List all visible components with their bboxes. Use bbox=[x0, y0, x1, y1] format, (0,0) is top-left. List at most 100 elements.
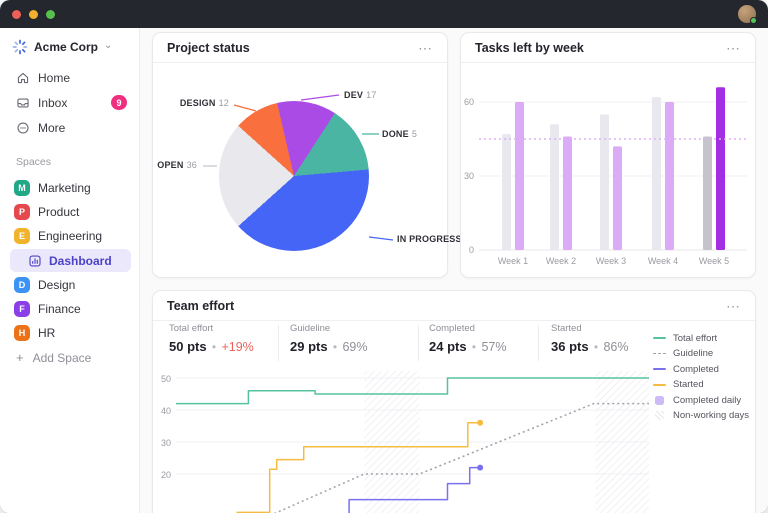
stat-separator: • bbox=[468, 340, 480, 354]
svg-text:Week 1: Week 1 bbox=[498, 256, 528, 266]
stat-label: Completed bbox=[429, 323, 475, 334]
project-status-pie-chart bbox=[219, 101, 369, 251]
sidebar-item-finance[interactable]: F Finance bbox=[0, 297, 139, 321]
more-icon bbox=[17, 121, 29, 134]
sidebar-item-more[interactable]: More bbox=[0, 115, 139, 140]
stats-divider bbox=[418, 325, 419, 361]
stat-secondary: 57% bbox=[481, 340, 507, 354]
legend-label: Total effort bbox=[673, 332, 718, 344]
sidebar-item-dashboard[interactable]: Dashboard bbox=[10, 249, 131, 272]
space-badge-hr: H bbox=[14, 325, 30, 341]
pie-label-design: DESIGN 12 bbox=[179, 98, 229, 108]
sidebar-item-marketing[interactable]: M Marketing bbox=[0, 176, 139, 200]
inbox-icon bbox=[17, 97, 29, 108]
space-label: Product bbox=[38, 205, 80, 219]
dashboard-icon bbox=[29, 254, 41, 267]
legend-item-non-working-days: Non-working days bbox=[653, 410, 753, 421]
space-label: Engineering bbox=[38, 229, 103, 243]
sidebar-item-product[interactable]: P Product bbox=[0, 200, 139, 224]
space-badge-engineering: E bbox=[14, 228, 30, 244]
legend-label: Completed daily bbox=[673, 394, 742, 406]
legend-label: Started bbox=[673, 379, 704, 390]
add-space-button[interactable]: + Add Space bbox=[0, 345, 139, 370]
tasks-left-bar-chart: 0 30 60 Week 1 Week 2 Week 3 Week 4 Week 5 bbox=[464, 87, 747, 266]
tasks-left-card: Tasks left by week ⋯ 0 30 60 Week 1 Week 2 We… bbox=[460, 32, 756, 278]
user-avatar[interactable] bbox=[738, 5, 757, 24]
minimize-button[interactable] bbox=[29, 9, 38, 19]
stat-secondary: +19% bbox=[221, 340, 254, 354]
legend-swatch-dash bbox=[653, 353, 666, 354]
stat-label: Guideline bbox=[290, 323, 331, 334]
pie-label-open: OPEN 36 bbox=[157, 160, 197, 170]
workspace-logo-icon bbox=[12, 39, 28, 55]
legend-label: Completed bbox=[673, 363, 719, 375]
sidebar-item-inbox[interactable]: Inbox 9 bbox=[0, 90, 139, 115]
close-button[interactable] bbox=[12, 9, 21, 19]
legend-item-completed: Completed bbox=[653, 363, 753, 375]
project-status-card: Project status ⋯ DEV 17 DONE 5 bbox=[152, 32, 470, 278]
stat-started: Started 36 pts • 86% bbox=[551, 323, 628, 354]
space-badge-finance: F bbox=[14, 301, 30, 317]
workspace-switcher[interactable]: Acme Corp ⌄ bbox=[0, 35, 139, 65]
legend-item-started: Started bbox=[653, 379, 753, 390]
y-tick-label: 50 bbox=[160, 374, 171, 384]
stat-value: 50 pts • +19% bbox=[169, 339, 254, 354]
svg-text:Week 4: Week 4 bbox=[648, 256, 678, 266]
sidebar-item-label: Inbox bbox=[38, 95, 68, 110]
pie-label-dev: DEV 17 bbox=[344, 90, 377, 100]
sidebar-item-design[interactable]: D Design bbox=[0, 273, 139, 297]
legend-item-total-effort: Total effort bbox=[653, 332, 753, 344]
legend-swatch-line bbox=[653, 368, 666, 370]
team-effort-line-chart bbox=[176, 371, 649, 513]
svg-text:Week 3: Week 3 bbox=[596, 256, 626, 266]
stat-total-effort: Total effort 50 pts • +19% bbox=[169, 323, 254, 354]
space-badge-design: D bbox=[14, 277, 30, 293]
sidebar-item-home[interactable]: Home bbox=[0, 65, 139, 90]
pie-leader-lines bbox=[203, 94, 394, 241]
card-menu-icon[interactable]: ⋯ bbox=[726, 39, 741, 56]
window-titlebar bbox=[0, 0, 768, 28]
space-label: Marketing bbox=[38, 181, 91, 195]
y-tick-label: 30 bbox=[160, 438, 171, 448]
stat-value: 24 pts • 57% bbox=[429, 339, 507, 354]
sidebar-item-label: Home bbox=[38, 70, 71, 85]
child-label: Dashboard bbox=[49, 253, 112, 268]
card-menu-icon[interactable]: ⋯ bbox=[418, 39, 433, 56]
legend-item-guideline: Guideline bbox=[653, 348, 753, 359]
svg-text:Week 5: Week 5 bbox=[699, 256, 729, 266]
dashboard-main: Project status ⋯ DEV 17 DONE 5 bbox=[140, 28, 768, 513]
workspace-name: Acme Corp bbox=[34, 40, 99, 54]
stats-divider bbox=[278, 325, 279, 361]
sidebar-item-label: More bbox=[38, 120, 66, 135]
stat-secondary: 86% bbox=[603, 340, 629, 354]
team-effort-legend: Total effort Guideline Completed Started Com… bbox=[653, 333, 753, 426]
stat-value: 29 pts • 69% bbox=[290, 339, 368, 354]
project-status-title: Project status bbox=[167, 40, 250, 55]
home-icon bbox=[17, 72, 29, 83]
svg-text:30: 30 bbox=[464, 171, 474, 181]
stat-completed: Completed 24 pts • 57% bbox=[429, 323, 506, 354]
sidebar-item-hr[interactable]: H HR bbox=[0, 321, 139, 345]
legend-swatch-square bbox=[653, 395, 666, 405]
window-controls bbox=[12, 9, 55, 19]
team-effort-title: Team effort bbox=[167, 298, 235, 313]
legend-label: Guideline bbox=[673, 348, 714, 359]
space-badge-marketing: M bbox=[14, 180, 30, 196]
legend-swatch-line bbox=[653, 383, 666, 386]
y-tick-label: 40 bbox=[160, 406, 171, 416]
legend-swatch-hatch bbox=[653, 411, 666, 420]
team-effort-card: Team effort ⋯ Total effort 50 pts • +19% G… bbox=[152, 290, 756, 513]
stat-label: Started bbox=[551, 323, 582, 334]
sidebar-item-engineering[interactable]: E Engineering bbox=[0, 224, 139, 248]
inbox-badge: 9 bbox=[111, 95, 127, 110]
sidebar-nav: Home Inbox 9 More bbox=[0, 65, 139, 140]
svg-text:Week 2: Week 2 bbox=[546, 256, 576, 266]
legend-swatch-line bbox=[653, 337, 666, 339]
space-label: HR bbox=[38, 326, 56, 340]
pie-label-in-progress: IN PROGRESS5 bbox=[397, 234, 470, 244]
legend-label: Non-working days bbox=[673, 410, 750, 421]
zoom-button[interactable] bbox=[46, 9, 55, 19]
card-menu-icon[interactable]: ⋯ bbox=[726, 297, 741, 314]
space-label: Design bbox=[38, 278, 76, 292]
